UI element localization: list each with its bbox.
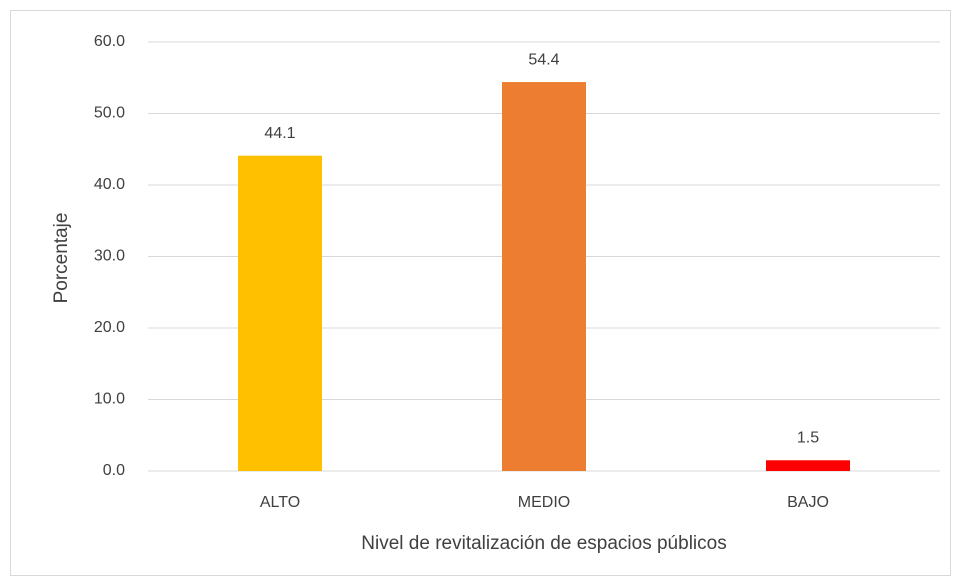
x-axis-title: Nivel de revitalización de espacios públ… (361, 533, 726, 554)
bar (238, 155, 322, 471)
y-tick-label: 30.0 (94, 248, 125, 265)
y-tick-label: 40.0 (94, 176, 125, 193)
bar (766, 460, 850, 471)
bar (502, 82, 586, 471)
value-label: 54.4 (528, 51, 559, 68)
value-label: 44.1 (264, 125, 295, 142)
x-tick-label: MEDIO (518, 494, 570, 511)
x-tick-label: ALTO (260, 494, 300, 511)
y-tick-label: 10.0 (94, 391, 125, 408)
y-axis-title: Porcentaje (51, 213, 72, 304)
y-tick-label: 20.0 (94, 319, 125, 336)
chart-border (10, 10, 951, 576)
x-tick-label: BAJO (787, 494, 829, 511)
y-tick-label: 0.0 (103, 462, 125, 479)
y-tick-label: 50.0 (94, 105, 125, 122)
value-label: 1.5 (797, 429, 819, 446)
y-tick-label: 60.0 (94, 33, 125, 50)
